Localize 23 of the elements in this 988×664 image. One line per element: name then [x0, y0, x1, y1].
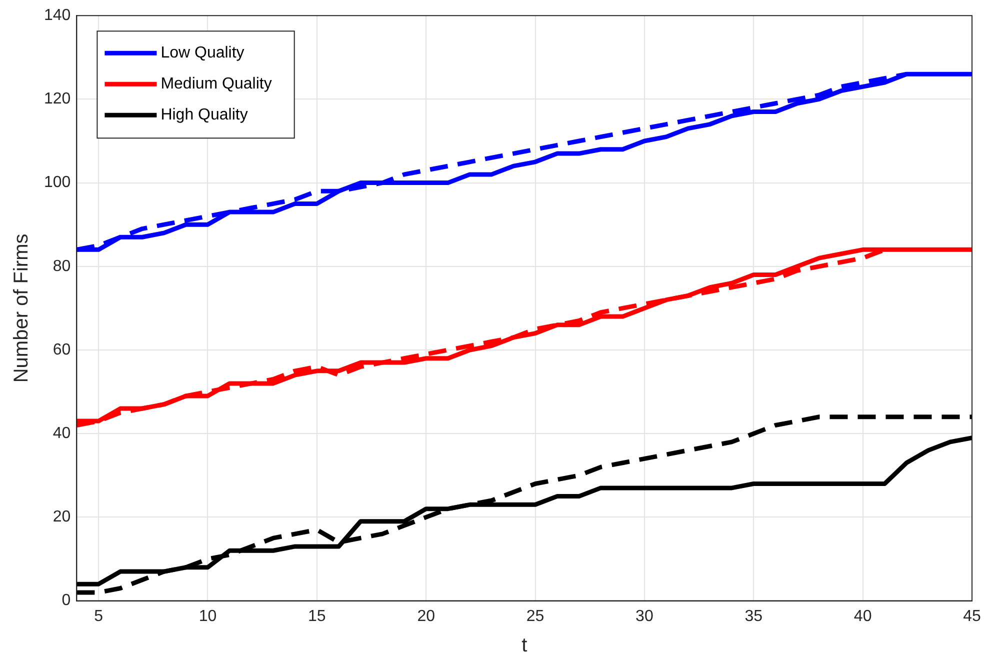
y-tick-label: 40 — [52, 425, 71, 442]
y-tick-label: 140 — [44, 7, 71, 24]
y-tick-label: 100 — [44, 174, 71, 192]
x-tick-label: 30 — [636, 608, 654, 625]
legend-label: Medium Quality — [160, 76, 272, 93]
y-tick-label: 60 — [52, 341, 71, 358]
x-axis-title: t — [522, 634, 528, 657]
y-tick-label: 80 — [52, 258, 71, 275]
x-tick-label: 40 — [854, 608, 872, 625]
legend-label: High Quality — [160, 106, 248, 124]
x-tick-label: 5 — [94, 608, 104, 625]
line-series — [76, 414, 972, 595]
x-tick-label: 15 — [308, 608, 326, 625]
x-tick-label: 35 — [744, 608, 763, 625]
x-tick-label: 20 — [417, 608, 436, 625]
x-tick-label: 10 — [198, 608, 217, 625]
x-tick-label: 25 — [526, 608, 544, 625]
x-tick-label: 45 — [963, 608, 981, 625]
y-tick-label: 20 — [52, 508, 71, 526]
y-axis-title: Number of Firms — [10, 234, 33, 383]
legend-label: Low Quality — [160, 44, 244, 62]
y-tick-label: 120 — [44, 90, 71, 108]
y-tick-label: 0 — [62, 592, 71, 610]
